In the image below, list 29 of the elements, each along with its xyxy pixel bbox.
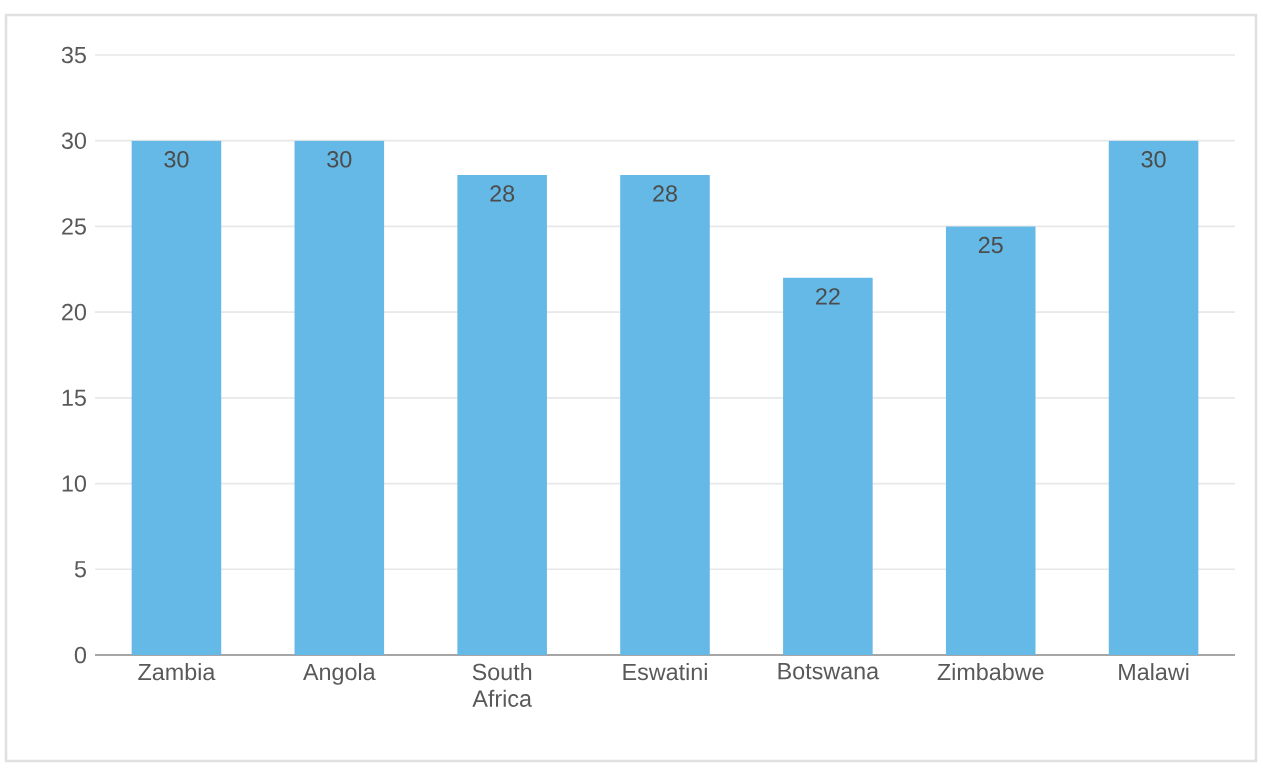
y-tick-label: 20 <box>62 303 86 321</box>
bar <box>131 140 222 655</box>
data-label: 28 <box>490 185 515 202</box>
data-label: 30 <box>1141 151 1166 168</box>
bar <box>1108 140 1199 655</box>
x-tick-label: Angola <box>303 663 376 685</box>
bar <box>945 226 1036 655</box>
bar <box>620 174 710 655</box>
y-tick-label: 0 <box>74 646 86 664</box>
bar <box>783 277 873 655</box>
x-tick-label: Zambia <box>138 663 216 681</box>
x-tick-label: Zimbabwe <box>937 663 1044 681</box>
data-label: 25 <box>978 236 1003 254</box>
y-tick-label: 15 <box>62 389 86 406</box>
y-tick-label: 25 <box>62 218 86 235</box>
x-tick-label: Malawi <box>1119 663 1189 681</box>
data-label: 28 <box>653 185 677 202</box>
bar <box>294 140 385 655</box>
data-label: 30 <box>164 151 189 168</box>
y-tick-label: 35 <box>61 46 86 64</box>
data-label: 30 <box>327 151 352 168</box>
y-tick-label: 5 <box>74 561 86 578</box>
x-tick-label: Eswatini <box>623 663 707 681</box>
x-tick-label: Botswana <box>778 663 880 680</box>
y-tick-label: 30 <box>61 132 86 149</box>
bar <box>457 174 547 655</box>
y-tick-label: 10 <box>62 475 86 492</box>
x-tick-label: South Africa <box>472 663 532 707</box>
data-label: 22 <box>816 288 840 305</box>
